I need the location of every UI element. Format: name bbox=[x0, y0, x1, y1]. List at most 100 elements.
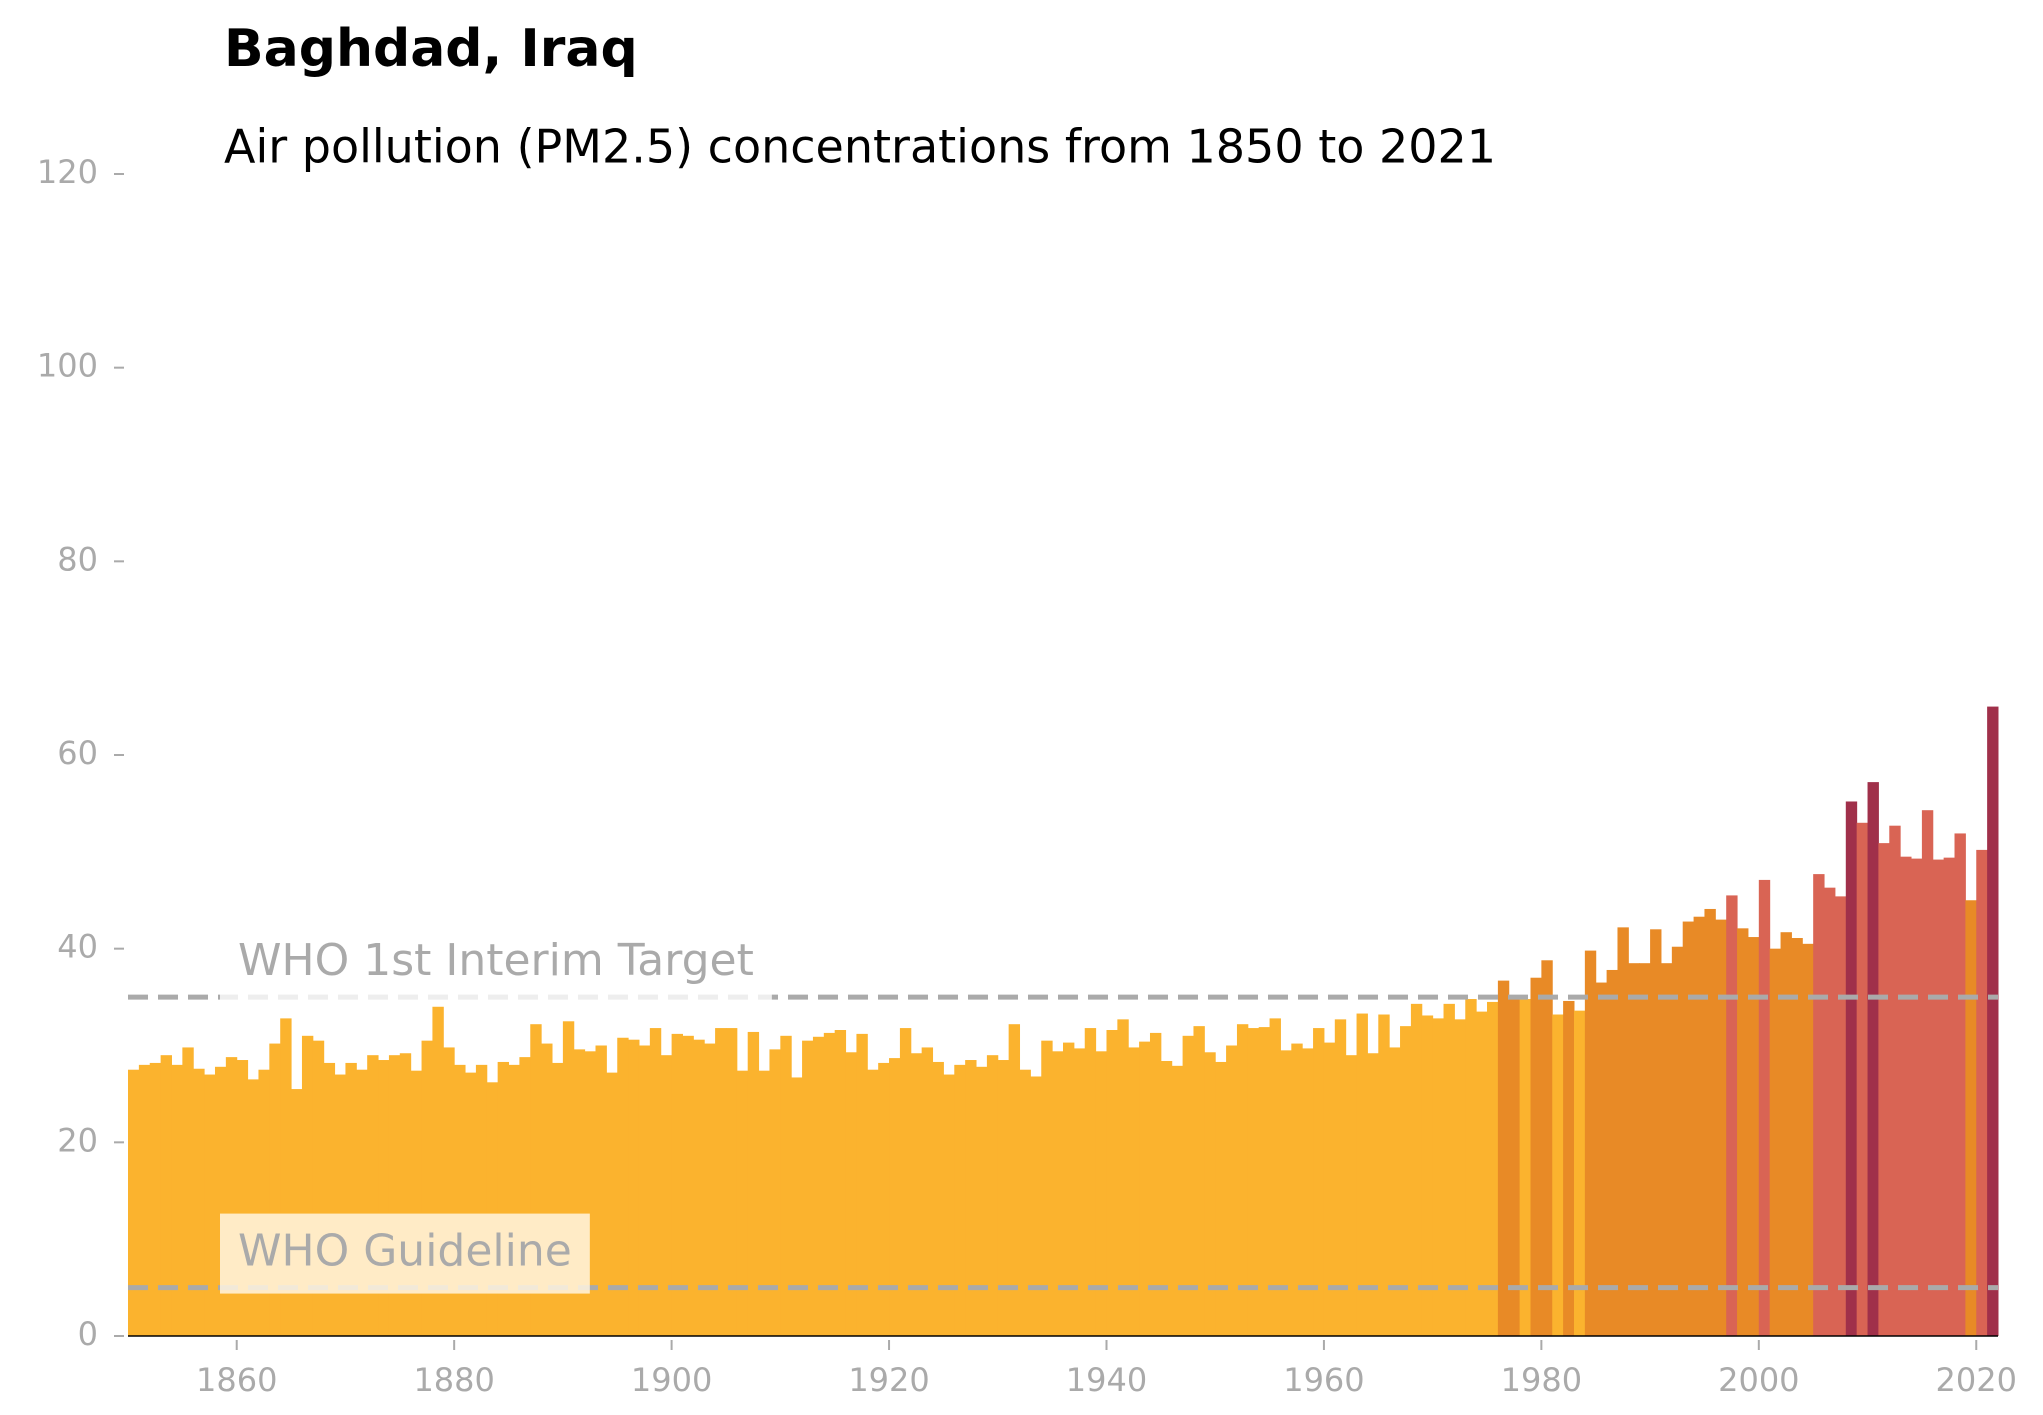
bar bbox=[715, 1028, 727, 1336]
bar bbox=[1215, 1061, 1227, 1336]
x-tick-label: 1960 bbox=[1283, 1361, 1364, 1399]
bar bbox=[845, 1052, 857, 1336]
bar bbox=[1747, 937, 1760, 1336]
bar bbox=[725, 1028, 738, 1336]
bar bbox=[1160, 1060, 1173, 1336]
bar bbox=[1845, 801, 1858, 1336]
bar bbox=[802, 1040, 814, 1336]
bar bbox=[1563, 1000, 1575, 1336]
bar bbox=[399, 1053, 412, 1336]
y-tick-label: 0 bbox=[78, 1315, 98, 1353]
bar bbox=[1628, 963, 1640, 1336]
bar bbox=[910, 1053, 923, 1336]
bar bbox=[1193, 1026, 1205, 1336]
bar bbox=[758, 1070, 770, 1336]
bar bbox=[1280, 1050, 1292, 1336]
bar bbox=[1867, 782, 1879, 1336]
x-tick-label: 1980 bbox=[1501, 1361, 1582, 1399]
bar bbox=[508, 1064, 520, 1336]
bar bbox=[1497, 980, 1510, 1336]
bar bbox=[1182, 1035, 1194, 1336]
bar bbox=[704, 1043, 716, 1336]
bar bbox=[1932, 859, 1945, 1336]
bar bbox=[1541, 960, 1553, 1336]
bar bbox=[562, 1021, 575, 1336]
bar bbox=[1584, 950, 1597, 1336]
chart-title: Baghdad, Iraq bbox=[224, 19, 638, 79]
bar bbox=[1269, 1018, 1281, 1336]
bar bbox=[486, 1082, 499, 1336]
x-tick-label: 1900 bbox=[631, 1361, 712, 1399]
bar bbox=[1878, 843, 1890, 1336]
bar bbox=[1171, 1065, 1184, 1336]
bar bbox=[606, 1072, 618, 1336]
bar bbox=[1106, 1030, 1118, 1336]
bar bbox=[1345, 1055, 1358, 1336]
bar bbox=[889, 1058, 901, 1336]
reference-label: WHO 1st Interim Target bbox=[238, 935, 754, 986]
bar bbox=[1432, 1018, 1445, 1336]
bar bbox=[671, 1033, 683, 1336]
bar bbox=[693, 1039, 705, 1336]
bar bbox=[649, 1028, 662, 1336]
bar bbox=[1660, 963, 1673, 1336]
bar bbox=[1084, 1028, 1097, 1336]
bar bbox=[584, 1051, 596, 1336]
bar bbox=[1356, 1013, 1368, 1336]
bar bbox=[530, 1024, 542, 1336]
y-tick-label: 40 bbox=[57, 928, 98, 966]
x-tick-label: 2000 bbox=[1718, 1361, 1799, 1399]
bar bbox=[736, 1070, 749, 1336]
bar bbox=[171, 1064, 183, 1336]
label-box bbox=[220, 1213, 590, 1294]
bar bbox=[628, 1039, 640, 1336]
bar bbox=[1769, 948, 1782, 1336]
bar bbox=[1606, 969, 1618, 1336]
bar bbox=[1954, 833, 1966, 1336]
bar bbox=[312, 1040, 325, 1336]
bar bbox=[1323, 1042, 1336, 1336]
bar bbox=[1715, 919, 1727, 1336]
bar bbox=[617, 1037, 629, 1336]
bar bbox=[1573, 1010, 1586, 1336]
bar bbox=[1726, 895, 1738, 1336]
bar bbox=[182, 1047, 194, 1336]
bar bbox=[1465, 999, 1477, 1336]
bar bbox=[747, 1031, 760, 1336]
y-tick-label: 80 bbox=[57, 540, 98, 578]
bar bbox=[367, 1055, 379, 1336]
bar bbox=[1030, 1076, 1042, 1336]
x-tick-label: 1860 bbox=[196, 1361, 277, 1399]
bar bbox=[769, 1049, 781, 1336]
bar bbox=[454, 1064, 466, 1336]
bar bbox=[1008, 1024, 1021, 1336]
bar bbox=[247, 1079, 259, 1336]
bar bbox=[976, 1066, 988, 1336]
bar bbox=[1987, 706, 1999, 1336]
bar bbox=[323, 1062, 336, 1336]
bar bbox=[1128, 1047, 1140, 1336]
bar bbox=[1965, 900, 1977, 1336]
bar bbox=[943, 1074, 955, 1336]
bar bbox=[345, 1062, 357, 1336]
bar bbox=[138, 1064, 151, 1336]
y-tick-label: 60 bbox=[57, 734, 98, 772]
bar bbox=[1149, 1032, 1162, 1336]
bar bbox=[1911, 858, 1923, 1336]
bar bbox=[878, 1062, 890, 1336]
bar bbox=[1693, 916, 1705, 1336]
bar bbox=[1236, 1024, 1249, 1336]
bar bbox=[1650, 929, 1662, 1336]
y-tick-label: 20 bbox=[57, 1121, 98, 1159]
bar bbox=[921, 1047, 934, 1336]
bar bbox=[856, 1033, 868, 1336]
bar bbox=[1378, 1014, 1390, 1336]
x-tick-label: 1880 bbox=[413, 1361, 494, 1399]
bar bbox=[812, 1036, 825, 1336]
x-tick-label: 2020 bbox=[1936, 1361, 2017, 1399]
bar bbox=[573, 1049, 586, 1336]
bar bbox=[791, 1077, 803, 1336]
bar bbox=[1682, 921, 1695, 1336]
bar bbox=[1737, 928, 1749, 1336]
bar bbox=[834, 1030, 847, 1336]
